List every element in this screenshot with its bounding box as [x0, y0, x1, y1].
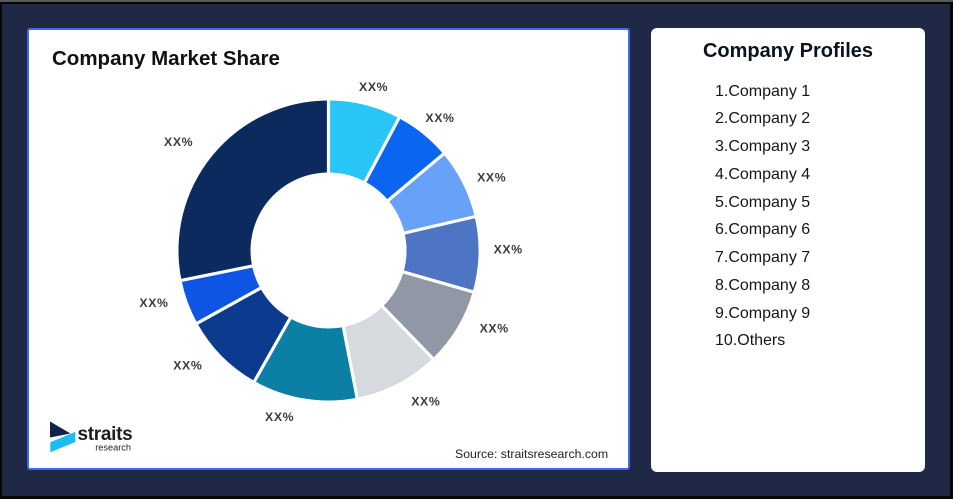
- svg-text:XX%: XX%: [480, 322, 509, 336]
- svg-text:XX%: XX%: [425, 111, 454, 125]
- svg-text:XX%: XX%: [411, 394, 440, 408]
- svg-text:XX%: XX%: [265, 410, 294, 424]
- svg-text:XX%: XX%: [477, 171, 506, 185]
- svg-text:XX%: XX%: [139, 296, 168, 310]
- svg-text:straits: straits: [78, 424, 133, 445]
- svg-text:XX%: XX%: [359, 80, 388, 94]
- svg-text:XX%: XX%: [494, 242, 523, 256]
- svg-text:XX%: XX%: [173, 359, 202, 373]
- svg-text:research: research: [95, 442, 131, 452]
- svg-text:XX%: XX%: [164, 135, 193, 149]
